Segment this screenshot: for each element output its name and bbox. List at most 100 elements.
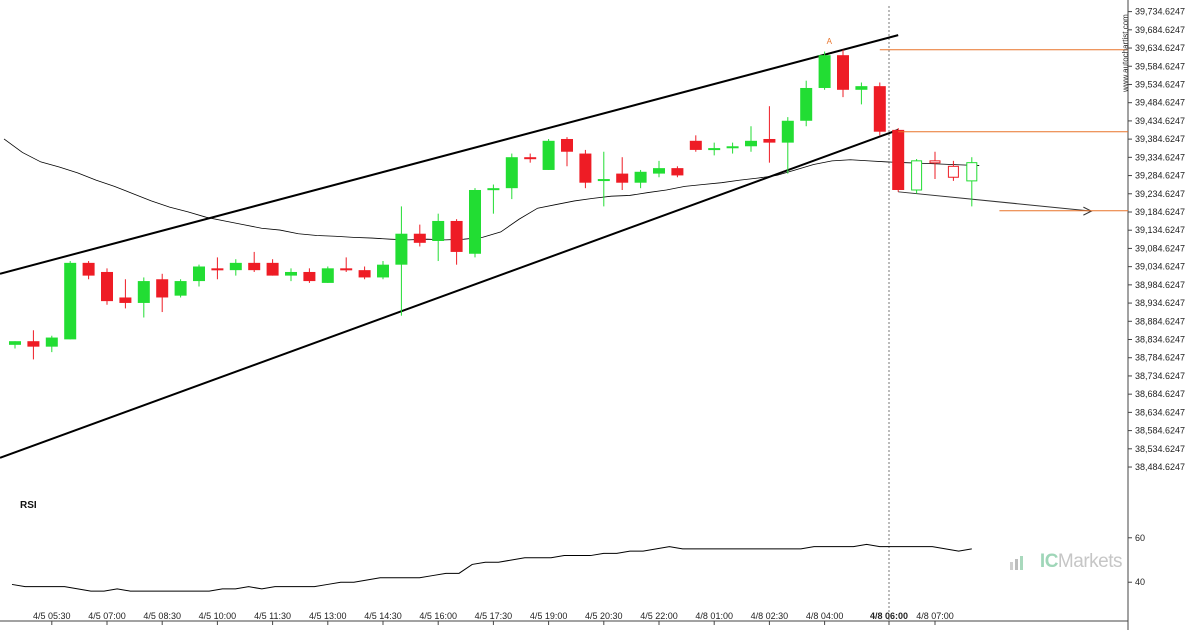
x-tick-label: 4/5 16:00 — [419, 611, 457, 621]
candle-body — [579, 153, 592, 183]
candle — [469, 188, 481, 258]
candle-body — [745, 140, 757, 147]
y-tick-label: 38,684.6247 — [1135, 389, 1185, 399]
candle — [745, 126, 757, 152]
y-tick-label: 39,534.6247 — [1135, 79, 1185, 89]
candle — [671, 166, 684, 178]
candle-body — [174, 281, 187, 296]
y-tick-label: 39,484.6247 — [1135, 98, 1185, 108]
brand-watermark: ICMarkets — [1040, 551, 1123, 573]
y-tick-label: 39,634.6247 — [1135, 43, 1185, 53]
x-tick-label: 4/8 06:00 — [870, 611, 908, 621]
x-tick-label: 4/8 02:30 — [751, 611, 789, 621]
candle-body — [266, 262, 279, 276]
candle-body — [64, 262, 77, 340]
brand-name: Markets — [1057, 551, 1123, 572]
x-tick-label: 4/5 22:00 — [640, 611, 678, 621]
y-tick-label: 39,284.6247 — [1135, 171, 1185, 181]
candle-body — [303, 271, 316, 282]
candle — [193, 264, 205, 287]
candle-body — [450, 220, 463, 252]
y-tick-label: 38,834.6247 — [1135, 335, 1185, 345]
candle-body — [542, 140, 555, 170]
candle-body — [340, 268, 353, 271]
candle-body — [966, 162, 978, 182]
candle-body — [211, 268, 224, 271]
x-tick-label: 4/5 07:00 — [88, 611, 126, 621]
candle — [947, 160, 959, 181]
candle — [101, 268, 113, 305]
rsi-panel: 60 40 — [11, 533, 1145, 592]
x-tick-label: 4/8 07:00 — [916, 611, 954, 621]
projection-line — [898, 191, 1092, 212]
channel-lines — [0, 34, 1093, 459]
y-tick-label: 39,584.6247 — [1135, 61, 1185, 71]
y-tick-label: 39,084.6247 — [1135, 243, 1185, 253]
y-tick-label: 38,784.6247 — [1135, 353, 1185, 363]
candle — [579, 149, 592, 189]
candle — [82, 261, 95, 280]
y-tick-label: 39,234.6247 — [1135, 189, 1185, 199]
candles — [9, 49, 978, 360]
candle — [542, 138, 555, 170]
candle — [892, 128, 905, 192]
candle-body — [285, 271, 297, 276]
candle — [377, 261, 389, 280]
rsi-title: RSI — [20, 500, 37, 511]
candle-body — [524, 157, 537, 160]
candle — [561, 137, 573, 167]
candle — [653, 160, 665, 178]
y-tick-label: 38,484.6247 — [1135, 462, 1185, 472]
candle — [911, 159, 923, 194]
y-tick-label: 38,734.6247 — [1135, 371, 1185, 381]
candle-body — [873, 86, 886, 132]
annotation-label: A — [827, 37, 833, 46]
candle — [689, 135, 702, 152]
candle — [266, 259, 279, 276]
candle-body — [487, 188, 500, 191]
candle — [855, 82, 868, 105]
candle-body — [892, 129, 905, 190]
candle — [211, 257, 224, 280]
candle — [229, 259, 242, 276]
candle — [395, 206, 408, 316]
candle-body — [561, 138, 573, 152]
candle-body — [395, 233, 408, 265]
y-tick-label: 38,884.6247 — [1135, 316, 1185, 326]
rsi-tick-label: 60 — [1135, 533, 1145, 543]
x-tick-label: 4/8 01:00 — [695, 611, 733, 621]
rsi-line — [11, 543, 972, 592]
y-tick-label: 39,434.6247 — [1135, 116, 1185, 126]
candle — [524, 153, 537, 163]
candle — [800, 80, 813, 127]
candle-body — [101, 271, 113, 302]
candle-body — [9, 341, 21, 345]
candle — [303, 268, 316, 283]
y-axis-ticks: 39,734.6247 39,684.6247 39,634.6247 39,584.… — [1128, 7, 1185, 472]
candle — [340, 257, 353, 272]
y-tick-label: 39,184.6247 — [1135, 207, 1185, 217]
candle-body — [137, 281, 150, 303]
x-tick-label: 4/5 14:30 — [364, 611, 402, 621]
candle — [763, 106, 776, 163]
x-tick-label: 4/5 08:30 — [143, 611, 181, 621]
price-panel — [0, 0, 1129, 630]
candle — [64, 261, 77, 340]
candle — [248, 251, 261, 272]
candle-body — [818, 55, 831, 88]
candle-body — [911, 160, 923, 191]
candle — [837, 49, 849, 98]
x-tick-label: 4/5 05:30 — [33, 611, 71, 621]
candle — [174, 279, 187, 298]
y-tick-label: 38,584.6247 — [1135, 426, 1185, 436]
candle-body — [597, 179, 610, 182]
y-tick-label: 39,384.6247 — [1135, 134, 1185, 144]
candle-body — [377, 264, 389, 278]
candle-body — [689, 140, 702, 150]
watermark: www.autochartist.com — [1121, 14, 1130, 93]
y-tick-label: 39,334.6247 — [1135, 152, 1185, 162]
candle — [929, 151, 941, 180]
candle-body — [358, 270, 371, 278]
candle-body — [616, 173, 629, 183]
